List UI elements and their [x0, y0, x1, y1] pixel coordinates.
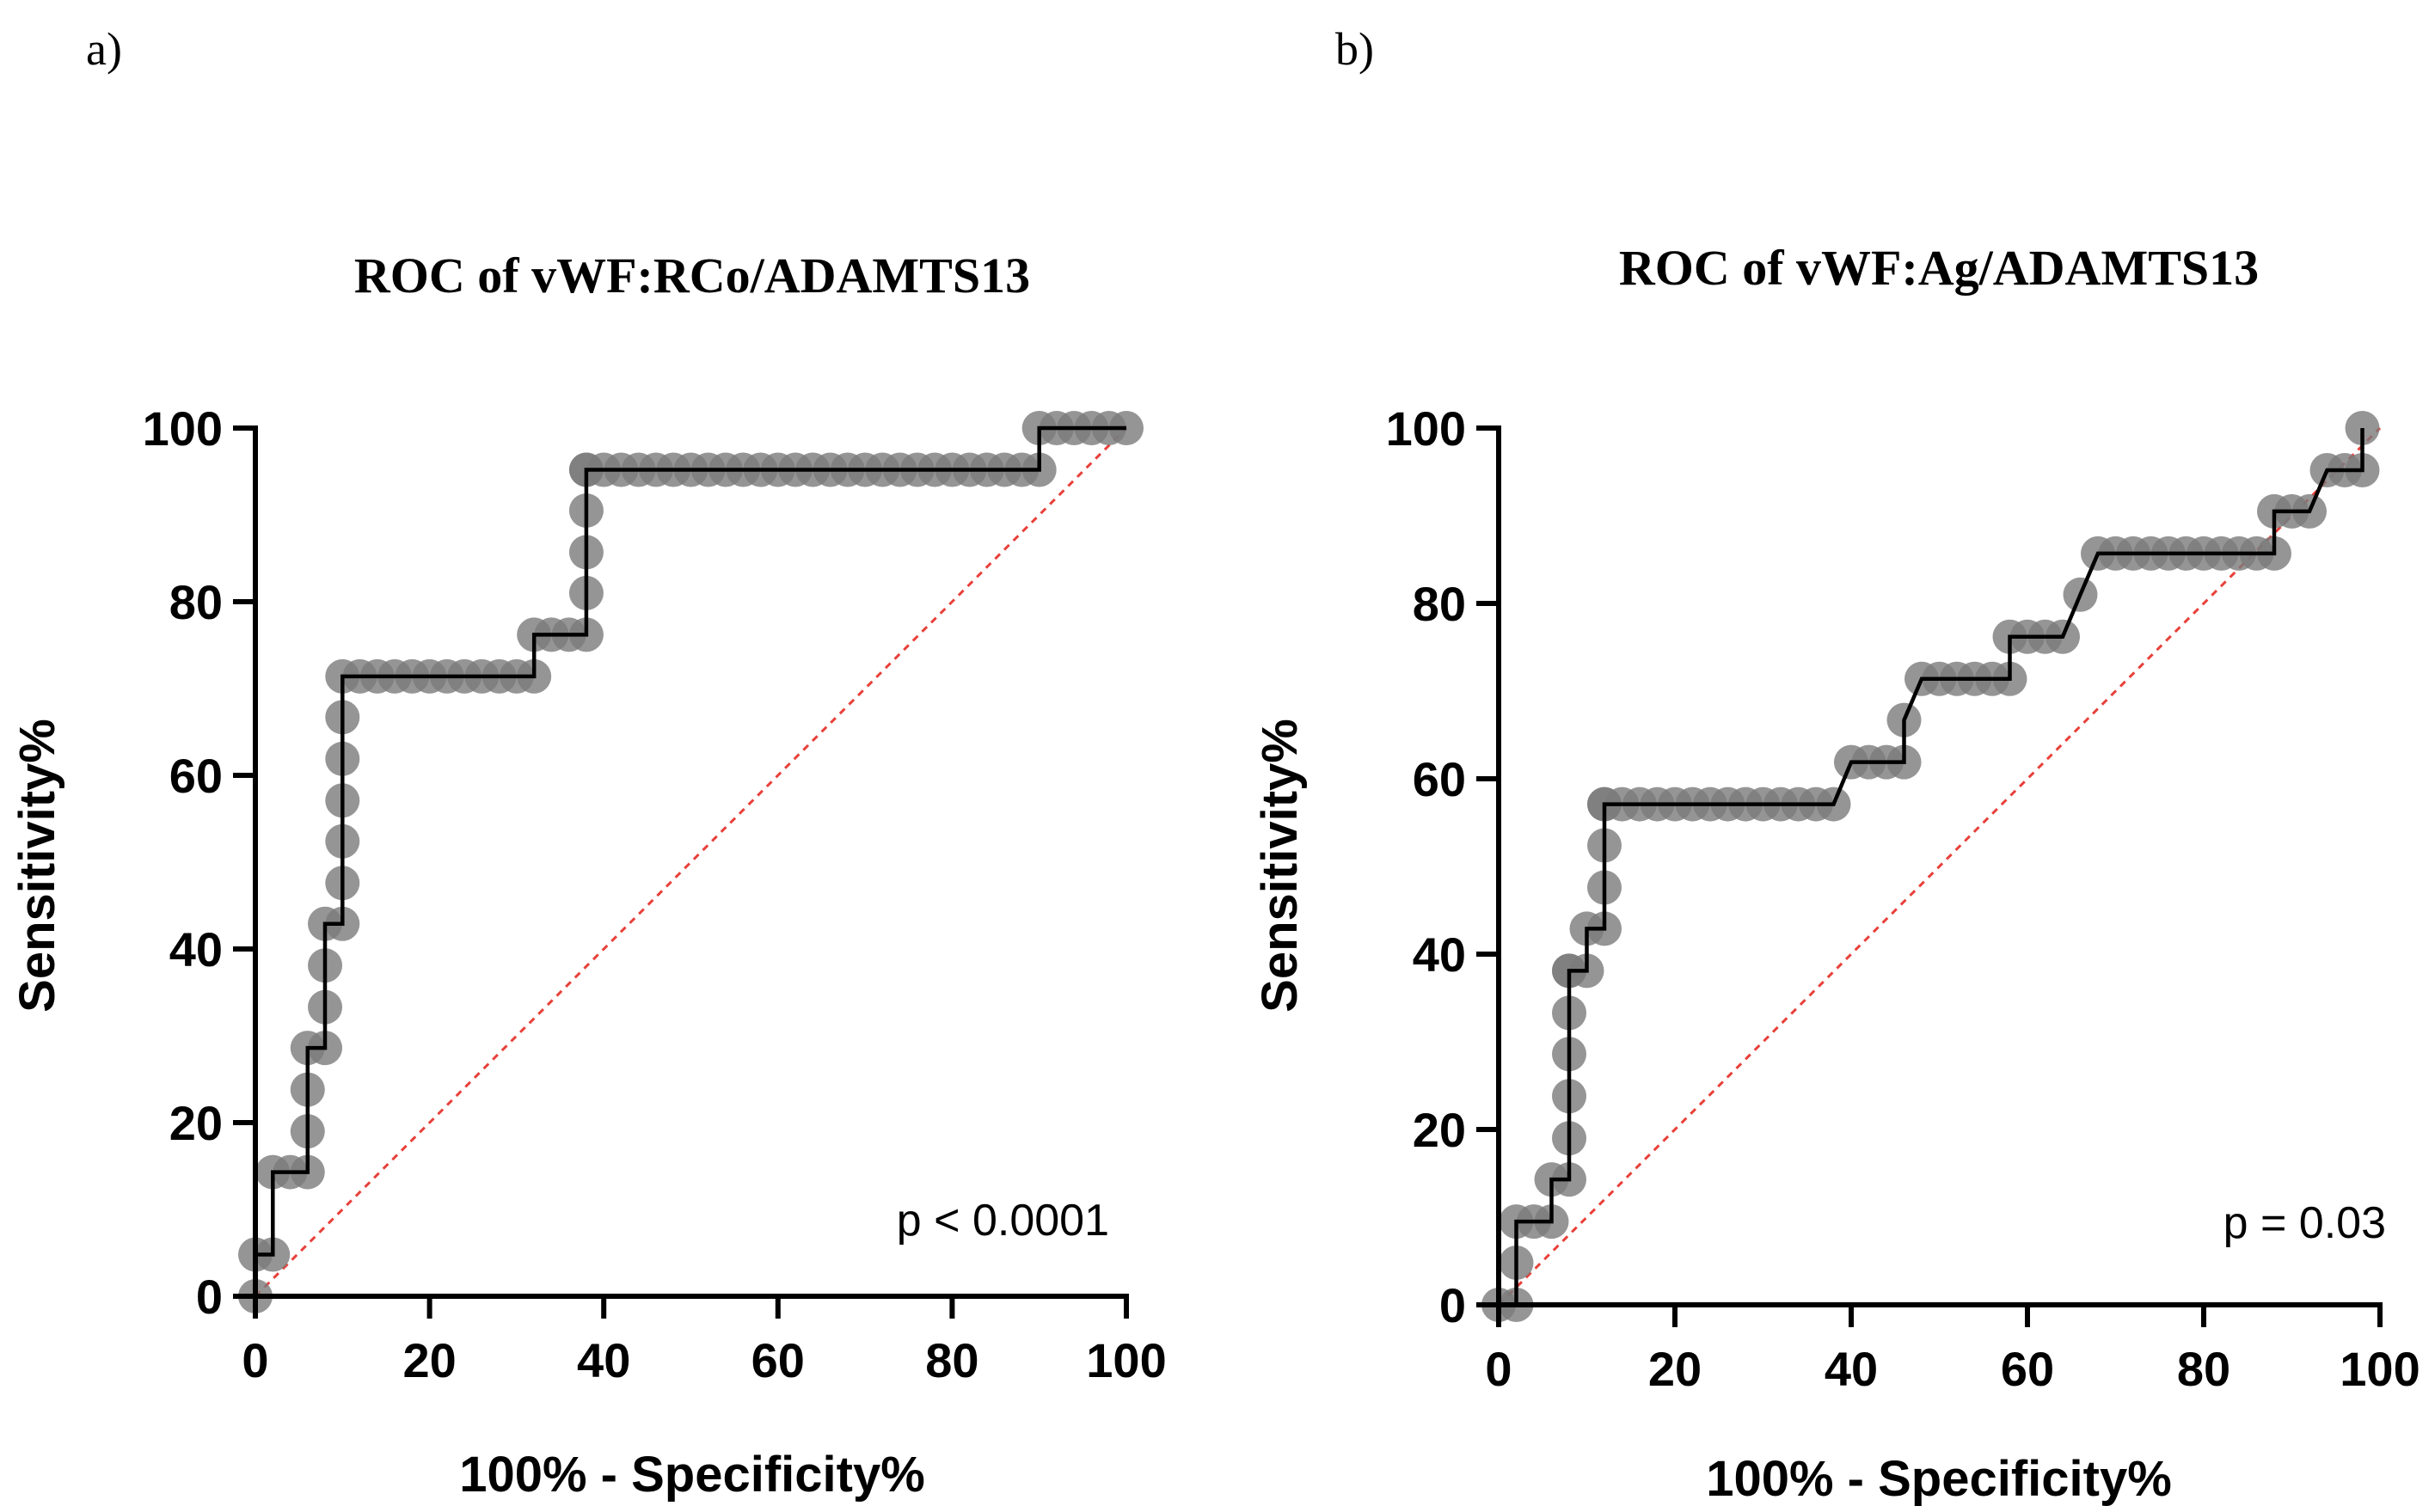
chart-b-y-tick-label: 60 — [1413, 752, 1466, 806]
chart-b-y-tick-label: 0 — [1439, 1278, 1466, 1332]
chart-b-x-tick-label: 80 — [2177, 1342, 2230, 1396]
chart-a-y-tick-label: 60 — [169, 749, 223, 803]
chart-b-x-tick-label: 0 — [1485, 1342, 1512, 1396]
chart-a-title: ROC of vWF:RCo/ADAMTS13 — [354, 248, 1030, 303]
chart-a-x-tick-label: 60 — [751, 1333, 805, 1387]
chart-b-pvalue: p = 0.03 — [2223, 1198, 2386, 1248]
chart-b-y-tick-label: 80 — [1413, 577, 1466, 631]
chart-a-ylabel: Sensitivity% — [9, 719, 65, 1013]
chart-a-x-tick-label: 40 — [577, 1333, 630, 1387]
chart-b-title: ROC of vWF:Ag/ADAMTS13 — [1619, 240, 2259, 296]
chart-a-y-tick-label: 0 — [196, 1270, 223, 1324]
chart-a-x-tick-label: 100 — [1086, 1333, 1166, 1387]
chart-a-y-tick-label: 20 — [169, 1096, 223, 1150]
chart-a-x-tick-label: 80 — [925, 1333, 978, 1387]
chart-a-xlabel: 100% - Specificity% — [459, 1447, 925, 1503]
chart-b-x-tick-label: 40 — [1825, 1342, 1878, 1396]
chart-b-x-tick-label: 60 — [2001, 1342, 2054, 1396]
panel-a: a) ROC of vWF:RCo/ADAMTS13 Sensitivity% … — [9, 23, 1167, 1503]
chart-a-reference-line — [254, 426, 1128, 1298]
panel-b-label: b) — [1335, 23, 1374, 75]
chart-b-roc-line — [1499, 428, 2364, 1307]
chart-a-y-tick-label: 100 — [143, 401, 223, 456]
chart-a-x-tick-label: 20 — [402, 1333, 456, 1387]
chart-b-x-tick-label: 20 — [1648, 1342, 1702, 1396]
chart-b-x-tick-label: 100 — [2340, 1342, 2420, 1396]
chart-b-y-tick-label: 20 — [1413, 1103, 1466, 1157]
panel-a-label: a) — [86, 23, 122, 75]
panel-b: b) ROC of vWF:Ag/ADAMTS13 Sensitivity% 1… — [1252, 23, 2420, 1507]
chart-a-y-tick-label: 40 — [169, 922, 223, 976]
chart-a-roc-line — [253, 425, 1126, 1296]
chart-a-y-tick-label: 80 — [169, 575, 223, 629]
chart-b-reference-line — [1497, 426, 2382, 1307]
chart-a-x-tick-label: 0 — [242, 1333, 268, 1387]
chart-a-pvalue: p < 0.0001 — [897, 1196, 1109, 1246]
chart-a-plot: 0 20 40 60 80 100 0 20 40 60 80 100 — [143, 401, 1167, 1387]
chart-b-y-tick-label: 40 — [1413, 927, 1466, 982]
chart-b-plot: 0 20 40 60 80 100 0 20 40 60 80 100 — [1386, 401, 2420, 1396]
chart-b-xlabel: 100% - Specificity% — [1706, 1451, 2172, 1507]
chart-b-y-tick-label: 100 — [1386, 401, 1466, 456]
chart-b-ylabel: Sensitivity% — [1252, 719, 1308, 1013]
